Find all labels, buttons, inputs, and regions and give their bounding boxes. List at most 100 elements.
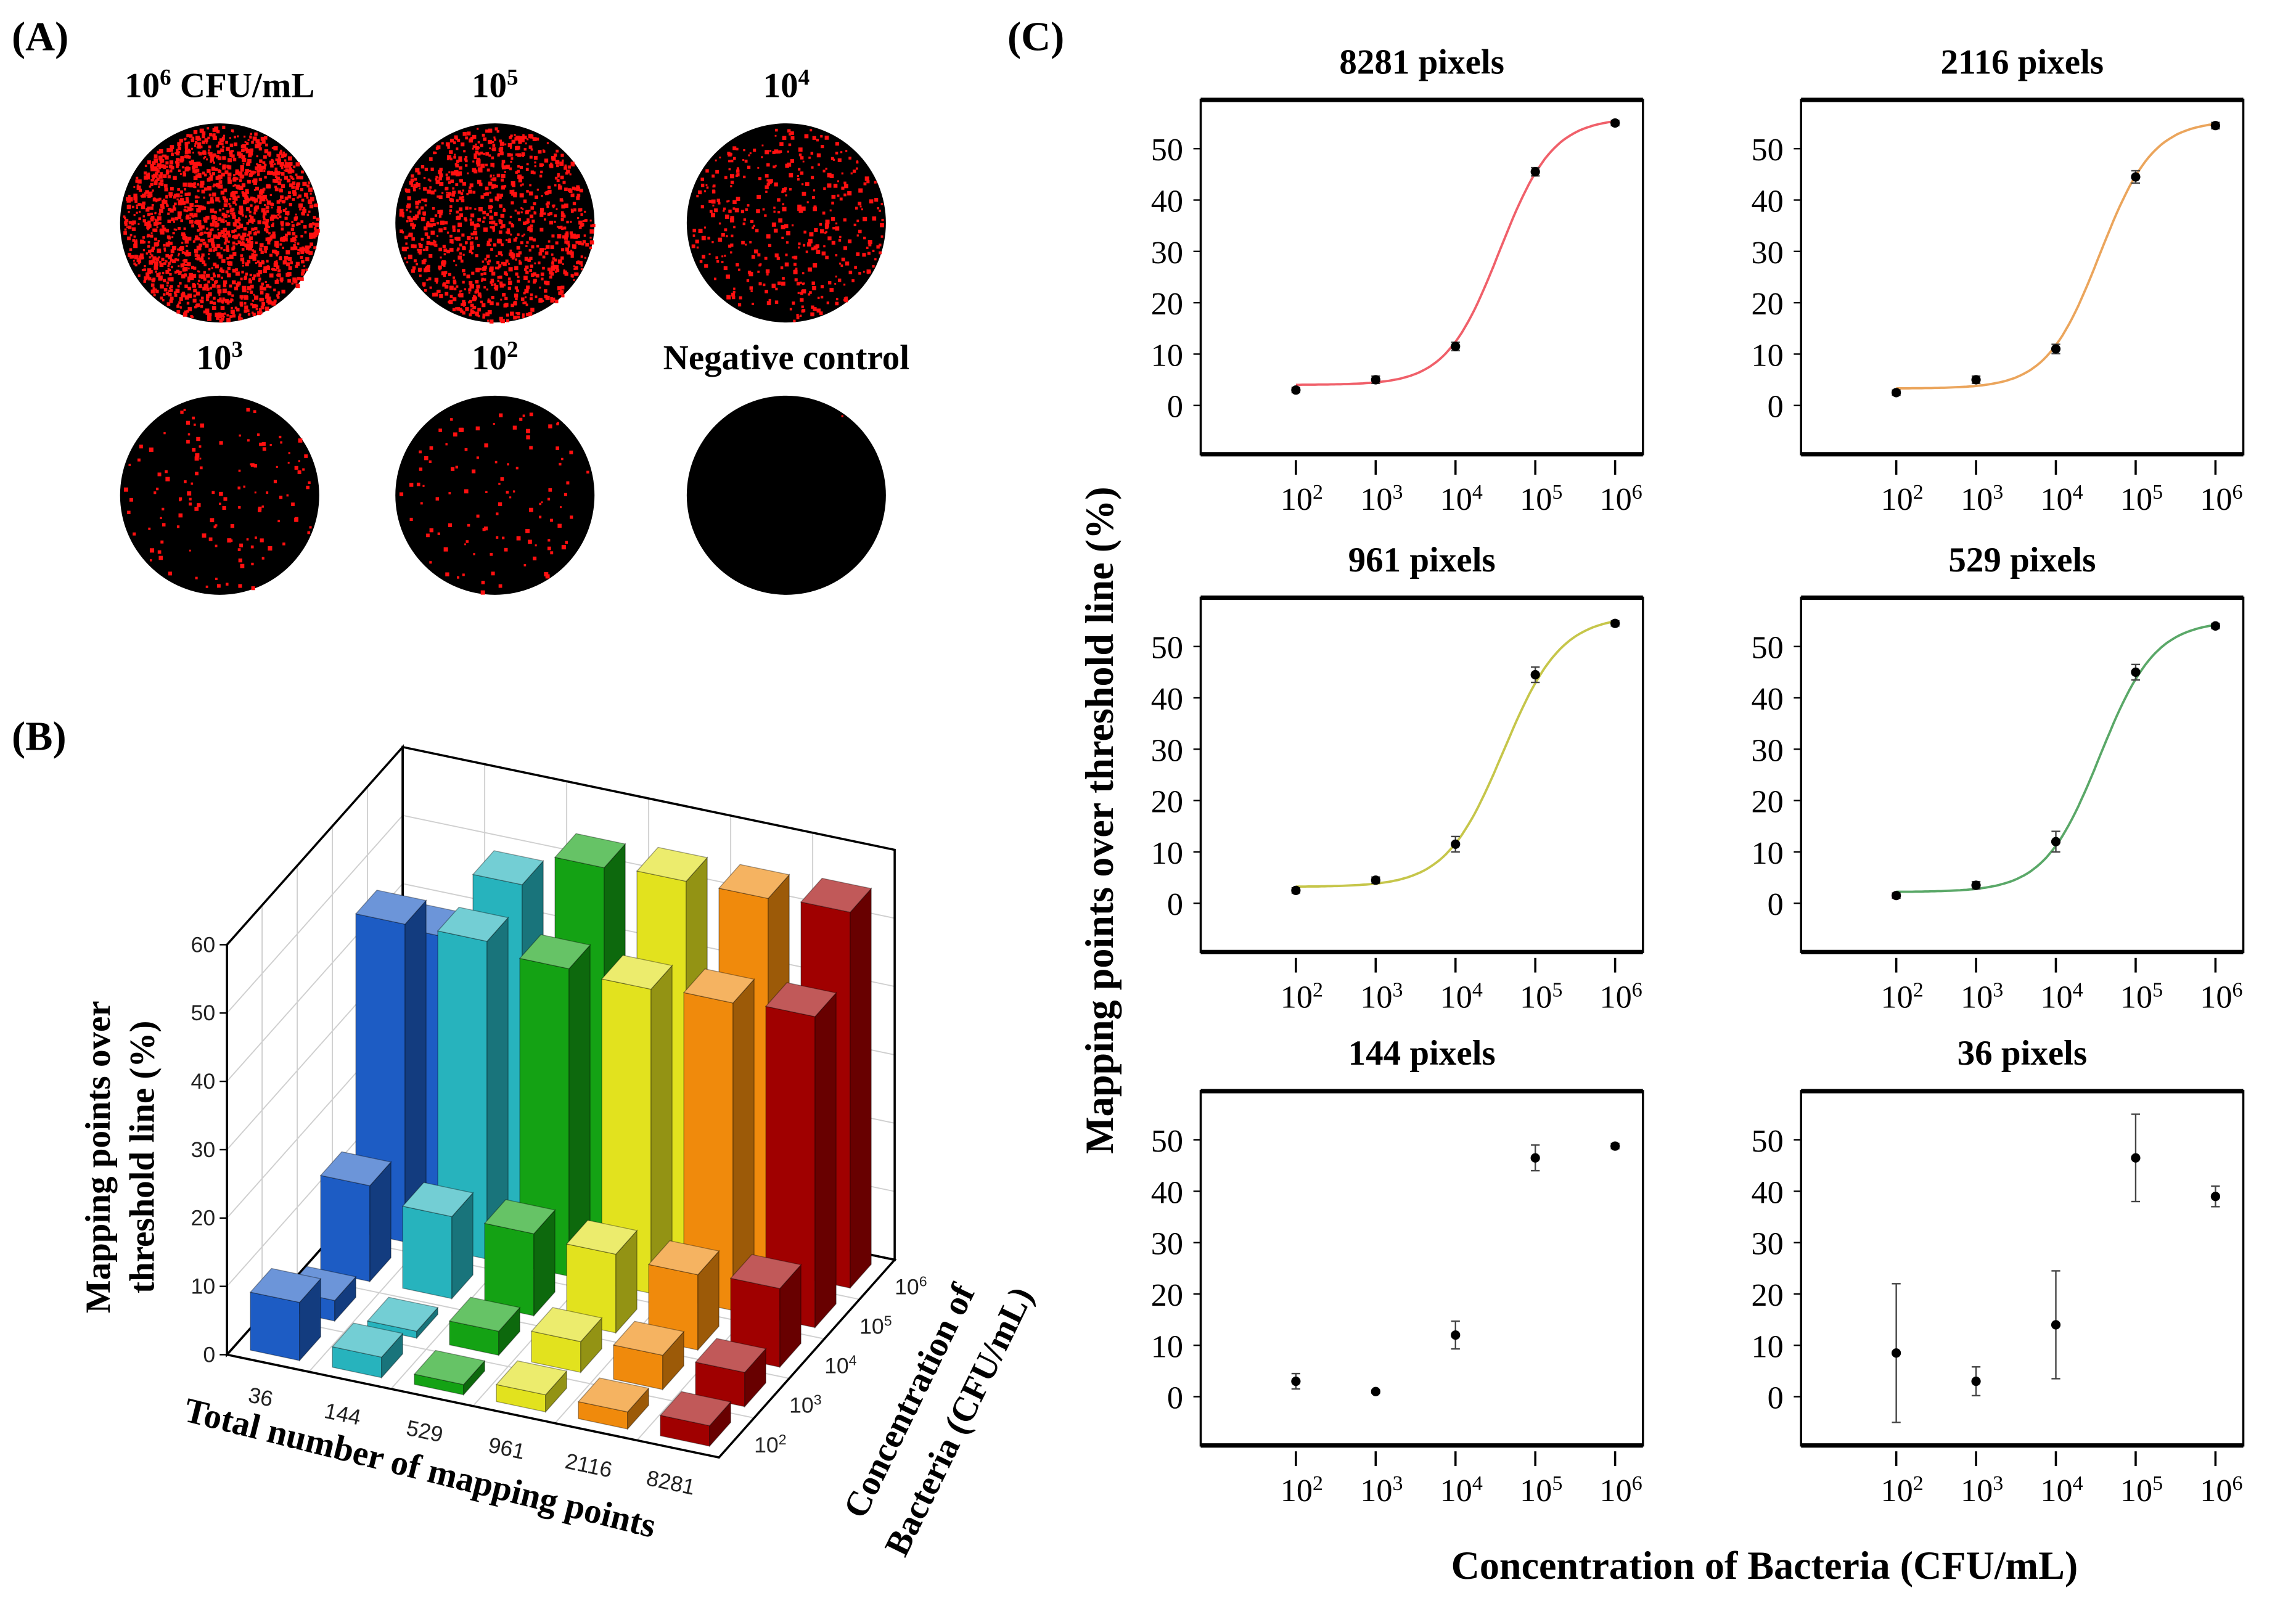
red-signal-pixel [790, 131, 794, 135]
red-signal-pixel [138, 210, 141, 213]
red-signal-pixel [250, 170, 255, 175]
red-signal-pixel [177, 248, 179, 251]
red-signal-pixel [496, 536, 499, 539]
red-signal-pixel [528, 145, 533, 149]
red-signal-pixel [213, 183, 216, 187]
red-signal-pixel [436, 235, 439, 237]
red-signal-pixel [557, 523, 562, 528]
data-point [2131, 667, 2141, 677]
red-signal-pixel [200, 145, 203, 149]
red-signal-pixel [218, 169, 221, 171]
red-signal-pixel [462, 182, 467, 186]
red-signal-pixel [438, 247, 442, 252]
red-signal-pixel [459, 243, 462, 247]
red-signal-pixel [239, 543, 244, 547]
red-signal-pixel [509, 153, 513, 157]
red-signal-pixel [523, 199, 527, 203]
red-signal-pixel [123, 215, 126, 218]
red-signal-pixel [803, 231, 806, 234]
x-tick-label: 106 [1600, 978, 1642, 1015]
red-signal-pixel [211, 166, 216, 171]
red-signal-pixel [222, 156, 226, 160]
red-signal-pixel [186, 245, 188, 247]
red-signal-pixel [485, 186, 489, 190]
red-signal-pixel [506, 313, 509, 317]
red-signal-pixel [155, 487, 159, 491]
red-signal-pixel [504, 143, 507, 145]
red-signal-pixel [448, 300, 453, 305]
red-signal-pixel [854, 266, 857, 269]
red-signal-pixel [401, 231, 404, 234]
red-signal-pixel [515, 467, 519, 470]
red-signal-pixel [314, 203, 318, 208]
red-signal-pixel [778, 218, 783, 223]
red-signal-pixel [178, 255, 179, 256]
red-signal-pixel [240, 277, 243, 280]
red-signal-pixel [173, 194, 177, 197]
red-signal-pixel [496, 239, 501, 244]
red-signal-pixel [429, 223, 433, 227]
red-signal-pixel [176, 149, 179, 152]
red-signal-pixel [801, 206, 806, 211]
red-signal-pixel [146, 275, 150, 279]
red-signal-pixel [147, 228, 149, 231]
red-signal-pixel [240, 165, 244, 170]
red-signal-pixel [226, 314, 229, 317]
red-signal-pixel [174, 271, 177, 274]
red-signal-pixel [148, 527, 151, 530]
x-tick-label: 106 [2200, 481, 2242, 518]
red-signal-pixel [232, 192, 236, 196]
red-signal-pixel [557, 422, 560, 425]
red-signal-pixel [202, 171, 205, 175]
red-signal-pixel [425, 248, 428, 252]
red-signal-pixel [287, 195, 292, 199]
red-signal-pixel [173, 291, 177, 294]
red-signal-pixel [279, 243, 282, 246]
red-signal-pixel [483, 265, 487, 269]
red-signal-pixel [428, 157, 433, 161]
red-signal-pixel [808, 267, 812, 272]
red-signal-pixel [535, 195, 538, 199]
y-tick-label: 20 [1151, 784, 1183, 820]
bar-top-face [636, 846, 708, 882]
red-signal-pixel [464, 159, 468, 163]
red-signal-pixel [504, 271, 507, 275]
red-signal-pixel [517, 233, 520, 236]
red-signal-pixel [729, 218, 734, 223]
red-signal-pixel [477, 224, 480, 227]
red-signal-pixel [203, 277, 207, 281]
red-signal-pixel [246, 309, 250, 313]
red-signal-pixel [462, 132, 467, 136]
bar-top-face [366, 1296, 439, 1332]
red-signal-pixel [297, 182, 301, 186]
bar [495, 1360, 568, 1414]
red-signal-pixel [309, 251, 313, 255]
red-signal-pixel [817, 297, 820, 299]
red-signal-pixel [831, 240, 835, 245]
red-signal-pixel [821, 251, 826, 256]
red-signal-pixel [714, 277, 716, 280]
red-signal-pixel [277, 520, 280, 523]
red-signal-pixel [845, 261, 850, 266]
red-signal-pixel [253, 232, 257, 235]
red-signal-pixel [186, 301, 190, 305]
red-signal-pixel [825, 231, 827, 234]
red-signal-pixel [501, 261, 504, 265]
red-signal-pixel [199, 274, 203, 279]
red-signal-pixel [426, 240, 430, 245]
red-signal-pixel [757, 166, 760, 169]
red-signal-pixel [253, 464, 258, 468]
red-signal-pixel [258, 168, 262, 171]
red-signal-pixel [557, 174, 560, 178]
red-signal-pixel [193, 185, 196, 188]
red-signal-pixel [474, 296, 477, 300]
red-signal-pixel [488, 154, 491, 157]
red-signal-pixel [491, 284, 494, 287]
red-signal-pixel [199, 210, 202, 213]
bar [694, 1338, 767, 1408]
red-signal-pixel [781, 281, 785, 286]
red-signal-pixel [566, 221, 569, 224]
red-signal-pixel [580, 213, 583, 216]
red-signal-pixel [533, 211, 537, 215]
red-signal-pixel [449, 209, 453, 212]
